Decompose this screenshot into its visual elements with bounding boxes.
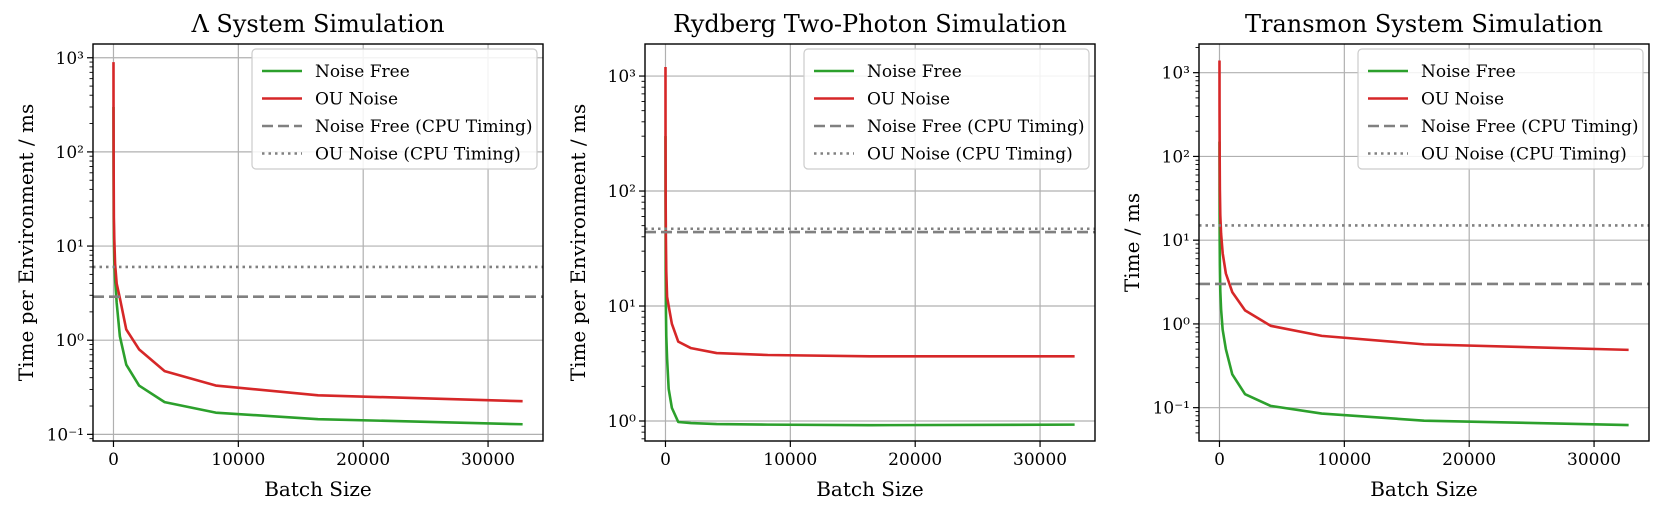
x-tick-label: 0 [108,450,119,470]
series-line-noise-free [1218,141,1629,427]
chart-title: Transmon System Simulation [1245,10,1603,38]
panel-1: 0 10000 20000 30000 10⁻¹ 10⁰ 10¹ 10² 10³ Λ System… [14,10,544,501]
legend-entry: Noise Free [867,62,962,82]
y-tick-label: 10³ [1162,64,1190,84]
series-line-noise-free [664,136,1075,427]
y-tick-label: 10⁰ [608,412,637,432]
x-tick-label: 20000 [1442,450,1496,470]
x-tick-label: 0 [660,450,671,470]
chart-title: Rydberg Two-Photon Simulation [673,10,1067,38]
x-tick-label: 30000 [1567,450,1621,470]
legend-entry: OU Noise [315,90,398,110]
legend-box [803,48,1090,170]
legend: Noise Free OU Noise Noise Free (CPU Timing… [1357,48,1644,170]
x-axis-label: Batch Size [816,477,924,501]
panel-2: 0 10000 20000 30000 10⁰ 10¹ 10² 10³ Rydberg Two-… [566,10,1096,501]
legend-entry: Noise Free [1421,62,1516,82]
x-tick-label: 30000 [461,450,515,470]
x-tick-label: 30000 [1013,450,1067,470]
y-tick-label: 10¹ [56,237,84,257]
legend-box [1357,48,1644,170]
legend-entry: OU Noise (CPU Timing) [315,145,521,165]
y-tick-label: 10³ [608,67,636,87]
y-axis-label: Time per Environment / ms [566,104,590,382]
y-tick-label: 10⁰ [1162,315,1191,335]
y-tick-label: 10² [608,182,636,202]
y-axis-label: Time per Environment / ms [14,104,38,382]
legend: Noise Free OU Noise Noise Free (CPU Timing… [251,48,538,170]
legend-entry: Noise Free (CPU Timing) [867,117,1085,137]
panel-3: 0 10000 20000 30000 10⁻¹ 10⁰ 10¹ 10² 10³ Transmon… [1120,10,1650,501]
x-tick-label: 10000 [1317,450,1371,470]
series-line-ou-noise [1218,60,1629,352]
y-tick-label: 10¹ [1162,231,1190,251]
legend-entry: OU Noise [867,90,950,110]
y-axis-label: Time / ms [1120,193,1144,292]
axes-frame [644,43,1096,442]
y-tick-label: 10¹ [608,297,636,317]
x-tick-label: 0 [1214,450,1225,470]
axes-frame [1198,43,1650,442]
x-tick-label: 10000 [763,450,817,470]
y-tick-label: 10⁻¹ [47,425,84,445]
legend-entry: Noise Free (CPU Timing) [1421,117,1639,137]
y-tick-label: 10⁰ [56,331,85,351]
series-group [1199,60,1649,427]
legend: Noise Free OU Noise Noise Free (CPU Timing… [803,48,1090,170]
series-group [645,66,1095,427]
series-group [93,62,543,426]
series-line-ou-noise [664,66,1075,358]
y-tick-label: 10² [1162,147,1190,167]
x-axis-label: Batch Size [1370,477,1478,501]
x-axis-label: Batch Size [264,477,372,501]
chart-title: Λ System Simulation [190,10,444,38]
series-line-ou-noise [112,62,523,403]
legend-entry: OU Noise (CPU Timing) [867,145,1073,165]
legend-entry: OU Noise (CPU Timing) [1421,145,1627,165]
x-tick-label: 10000 [211,450,265,470]
legend-entry: OU Noise [1421,90,1504,110]
axes-frame [92,43,544,442]
x-tick-label: 20000 [888,450,942,470]
legend-box [251,48,538,170]
y-tick-label: 10⁻¹ [1153,399,1190,419]
y-tick-label: 10² [56,143,84,163]
legend-entry: Noise Free [315,62,410,82]
legend-entry: Noise Free (CPU Timing) [315,117,533,137]
y-tick-label: 10³ [56,49,84,69]
x-tick-label: 20000 [336,450,390,470]
